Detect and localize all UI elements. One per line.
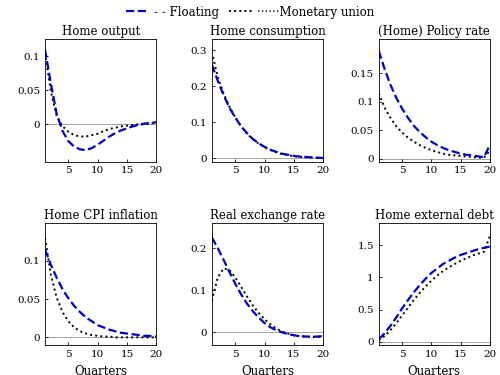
Title: (Home) Policy rate: (Home) Policy rate — [378, 25, 490, 38]
X-axis label: Quarters: Quarters — [241, 364, 294, 375]
Title: Home CPI inflation: Home CPI inflation — [44, 209, 158, 222]
Legend: - - Floating, ······Monetary union: - - Floating, ······Monetary union — [126, 6, 374, 19]
Title: Home consumption: Home consumption — [210, 25, 326, 38]
Title: Home external debt: Home external debt — [375, 209, 494, 222]
Title: Home output: Home output — [62, 25, 140, 38]
Title: Real exchange rate: Real exchange rate — [210, 209, 325, 222]
X-axis label: Quarters: Quarters — [74, 364, 127, 375]
X-axis label: Quarters: Quarters — [408, 364, 461, 375]
